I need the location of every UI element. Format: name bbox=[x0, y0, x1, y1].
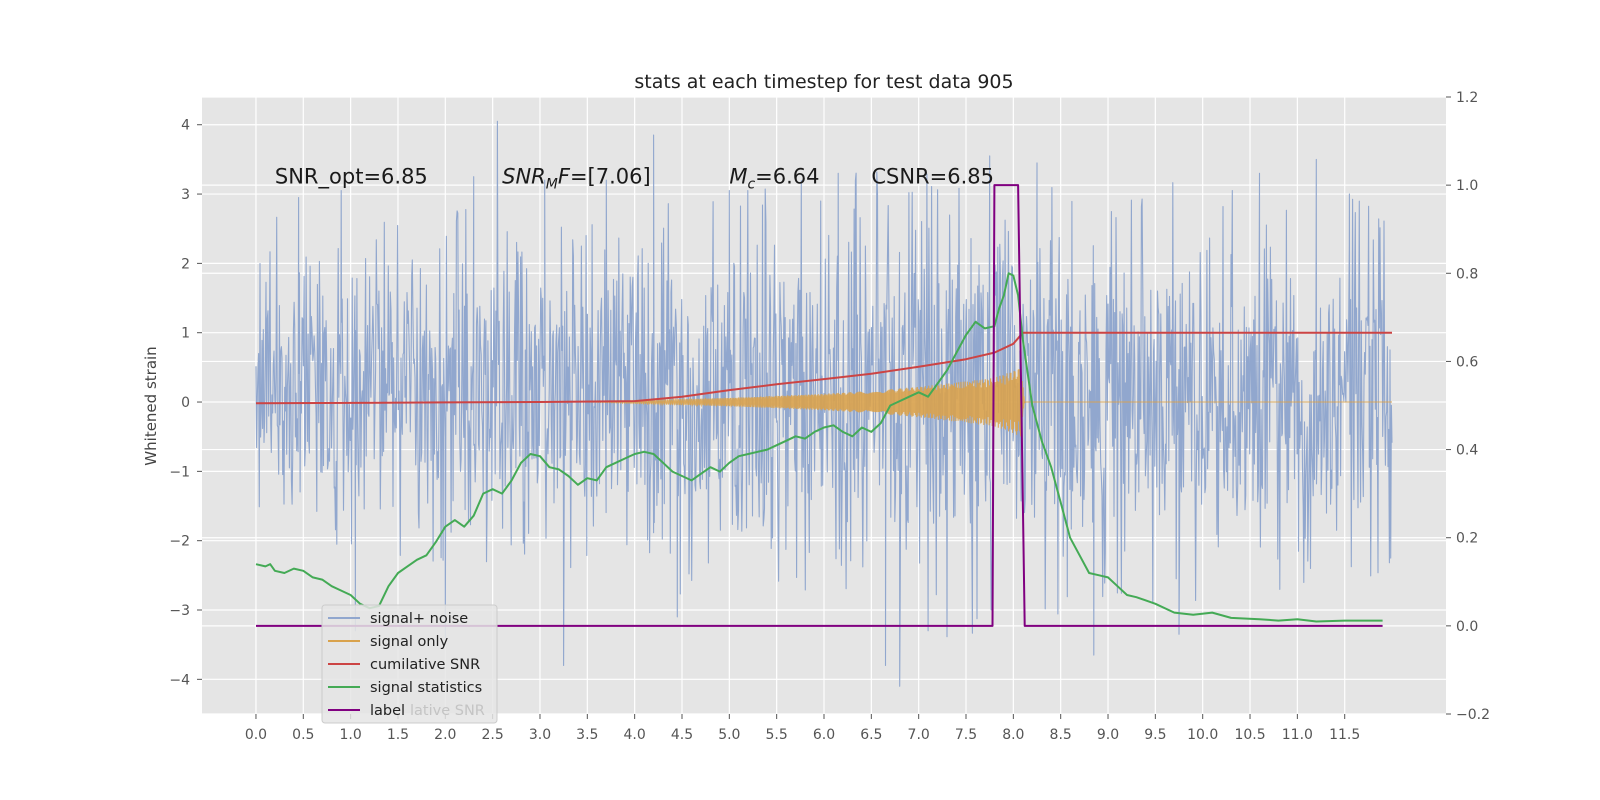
x-tick-label: 4.5 bbox=[671, 727, 693, 743]
annotation-csnr: CSNR=6.85 bbox=[871, 165, 994, 189]
y2-tick-label: 0.4 bbox=[1456, 443, 1478, 459]
series-signal-only bbox=[587, 368, 1392, 437]
series-cumilative-snr bbox=[255, 331, 1392, 405]
x-tick-label: 5.5 bbox=[766, 727, 788, 743]
y2-tick-label: 0.8 bbox=[1456, 266, 1478, 282]
x-tick-label: 1.0 bbox=[340, 727, 362, 743]
x-tick-label: 0.5 bbox=[292, 727, 314, 743]
y-tick-label: 2 bbox=[181, 256, 190, 272]
x-tick-label: 2.0 bbox=[434, 727, 456, 743]
series-signal-statistics bbox=[255, 272, 1383, 623]
y-tick-label: −3 bbox=[169, 603, 190, 619]
y-axis-label: Whitened strain bbox=[142, 346, 160, 465]
x-tick-label: 11.5 bbox=[1329, 727, 1360, 743]
annotation-layer: SNR_opt=6.85 SNRMF=[7.06] Mc=6.64 CSNR=6.85 bbox=[275, 165, 994, 193]
y2-tick-label: −0.2 bbox=[1456, 707, 1490, 723]
series-label bbox=[256, 184, 1383, 627]
x-tick-label: 3.5 bbox=[576, 727, 598, 743]
x-tick-label: 3.0 bbox=[529, 727, 551, 743]
y2-tick-label: 0.2 bbox=[1456, 531, 1478, 547]
annotation-snr-opt: SNR_opt=6.85 bbox=[275, 165, 428, 190]
legend-entry: signal only bbox=[370, 634, 449, 650]
y-tick-label: 1 bbox=[181, 326, 190, 342]
x-tick-label: 2.5 bbox=[482, 727, 504, 743]
x-tick-label: 6.0 bbox=[813, 727, 835, 743]
x-tick-label: 9.5 bbox=[1144, 727, 1166, 743]
legend-entry: signal+ noise bbox=[370, 611, 468, 627]
y-tick-label: 3 bbox=[181, 187, 190, 203]
legend-entry: signal statistics bbox=[370, 680, 482, 696]
series-layer bbox=[255, 120, 1393, 687]
axis-layer: 0.0 0.5 1.0 1.5 2.0 2.5 3.0 3.5 4.0 4.5 5.0 5.5 6.0 6… bbox=[169, 90, 1490, 743]
x-tick-label: 10.0 bbox=[1187, 727, 1218, 743]
y-tick-label: 0 bbox=[181, 395, 190, 411]
annotation-snr-mf: SNRMF=[7.06] bbox=[502, 165, 651, 193]
y2-tick-label: 0.6 bbox=[1456, 354, 1478, 370]
chart-title: stats at each timestep for test data 905 bbox=[634, 71, 1013, 93]
x-tick-label: 4.0 bbox=[624, 727, 646, 743]
legend-ghost-text: lative SNR bbox=[410, 703, 485, 719]
y-tick-label: −2 bbox=[169, 534, 190, 550]
y2-tick-label: 1.0 bbox=[1456, 178, 1478, 194]
x-tick-label: 1.5 bbox=[387, 727, 409, 743]
y-tick-label: −1 bbox=[169, 464, 190, 480]
legend-box bbox=[321, 604, 498, 724]
x-tick-label: 6.5 bbox=[860, 727, 882, 743]
x-tick-label: 9.0 bbox=[1097, 727, 1119, 743]
y2-tick-label: 1.2 bbox=[1456, 90, 1478, 106]
x-tick-label: 7.0 bbox=[908, 727, 930, 743]
legend: lative SNR signal+ noise signal only cumila… bbox=[321, 604, 498, 724]
x-tick-label: 7.5 bbox=[955, 727, 977, 743]
legend-entry: cumilative SNR bbox=[370, 657, 480, 673]
y2-tick-label: 0.0 bbox=[1456, 619, 1478, 635]
x-tick-label: 0.0 bbox=[245, 727, 267, 743]
y-tick-label: −4 bbox=[169, 672, 190, 688]
x-tick-label: 5.0 bbox=[718, 727, 740, 743]
annotation-mc: Mc=6.64 bbox=[729, 165, 819, 193]
x-tick-label: 8.0 bbox=[1002, 727, 1024, 743]
y-tick-label: 4 bbox=[181, 118, 190, 134]
legend-entry: label bbox=[370, 703, 405, 719]
x-tick-label: 8.5 bbox=[1050, 727, 1072, 743]
x-tick-label: 10.5 bbox=[1234, 727, 1265, 743]
x-tick-label: 11.0 bbox=[1282, 727, 1313, 743]
